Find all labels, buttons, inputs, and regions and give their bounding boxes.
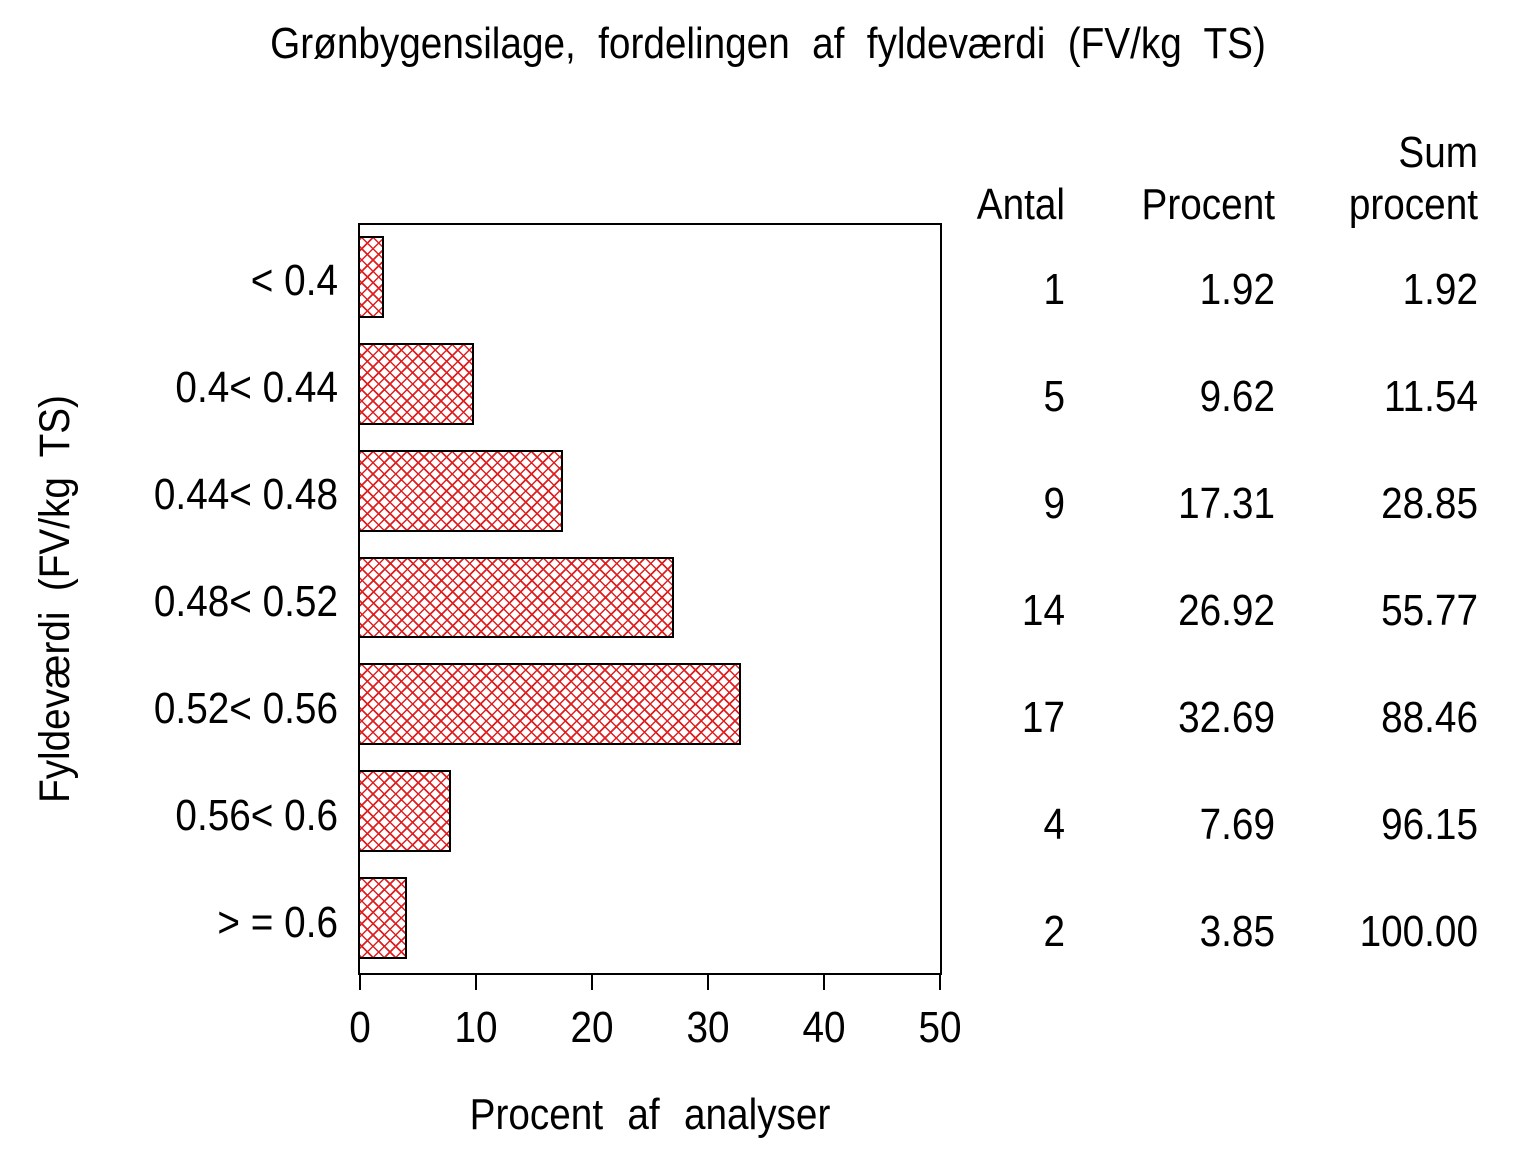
- bar: [358, 877, 407, 959]
- bar: [358, 556, 675, 639]
- x-tick: [823, 973, 825, 990]
- bar: [358, 236, 385, 318]
- table-cell-sum-procent: 88.46: [1381, 692, 1478, 742]
- x-tick-label: 30: [686, 1003, 730, 1052]
- table-header-antal: Antal: [976, 180, 1065, 229]
- table-cell-sum-procent: 28.85: [1381, 479, 1478, 529]
- table-header-procent: Procent: [1141, 180, 1275, 229]
- table-cell-procent: 32.69: [1178, 692, 1275, 742]
- table-cell-antal: 4: [1043, 799, 1065, 849]
- x-tick-label: 0: [349, 1003, 371, 1052]
- bar: [358, 663, 742, 746]
- table-cell-procent: 1.92: [1199, 265, 1275, 315]
- bar: [358, 342, 474, 425]
- x-tick: [359, 973, 361, 990]
- x-tick-label: 20: [570, 1003, 614, 1052]
- table-cell-procent: 3.85: [1199, 906, 1275, 956]
- table-cell-procent: 17.31: [1178, 479, 1275, 529]
- category-label: > = 0.6: [217, 897, 338, 947]
- category-label: 0.56< 0.6: [175, 790, 338, 840]
- category-label: 0.52< 0.56: [153, 683, 338, 733]
- table-cell-sum-procent: 1.92: [1402, 265, 1478, 315]
- x-tick: [475, 973, 477, 990]
- table-header-procent-line1: [1099, 127, 1275, 179]
- table-cell-antal: 2: [1043, 906, 1065, 956]
- table-cell-antal: 14: [1021, 586, 1065, 635]
- table-cell-sum-procent: 11.54: [1383, 372, 1478, 422]
- category-label: < 0.4: [250, 256, 338, 306]
- table-cell-procent: 9.62: [1199, 372, 1275, 422]
- x-tick-label: 50: [918, 1003, 962, 1052]
- x-tick: [939, 973, 941, 990]
- table-header-sum-line1: Sum: [1398, 128, 1478, 177]
- x-axis-title: Procent af analyser: [469, 1090, 831, 1139]
- category-label: 0.4< 0.44: [175, 363, 338, 413]
- table-cell-antal: 9: [1043, 479, 1065, 529]
- table-cell-procent: 26.92: [1178, 586, 1275, 635]
- table-cell-sum-procent: 96.15: [1381, 799, 1478, 849]
- table-cell-sum-procent: 100.00: [1359, 906, 1478, 956]
- table-cell-sum-procent: 55.77: [1381, 586, 1478, 635]
- x-tick: [707, 973, 709, 990]
- x-tick: [591, 973, 593, 990]
- chart-title: Grønbygensilage, fordelingen af fyldevær…: [270, 19, 1266, 68]
- x-tick-label: 10: [454, 1003, 498, 1052]
- category-label: 0.48< 0.52: [153, 577, 338, 626]
- table-header-sum-procent: procent: [1348, 180, 1478, 229]
- table-cell-antal: 17: [1021, 692, 1065, 742]
- table-cell-antal: 5: [1043, 372, 1065, 422]
- category-label: 0.44< 0.48: [153, 470, 338, 520]
- table-cell-antal: 1: [1043, 265, 1065, 315]
- table-header-antal-line1: [920, 127, 1065, 179]
- table-cell-procent: 7.69: [1199, 799, 1275, 849]
- x-tick-label: 40: [802, 1003, 846, 1052]
- bar: [358, 449, 563, 532]
- bar: [358, 770, 452, 853]
